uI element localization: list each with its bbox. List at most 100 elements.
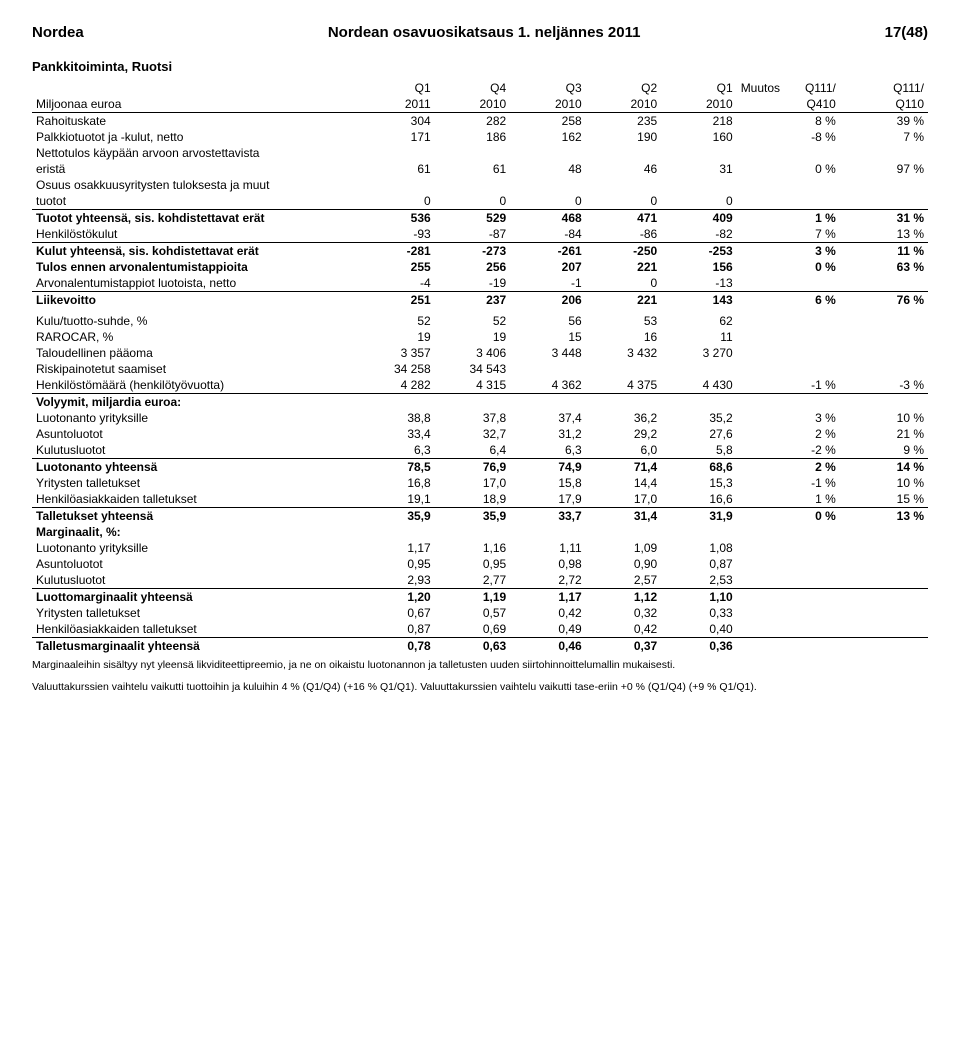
cell-value: -250: [586, 243, 662, 260]
cell-value: 207: [510, 259, 586, 275]
cell-value: 31: [661, 161, 737, 177]
table-header-row-2: Miljoonaa euroa20112010201020102010Q410Q…: [32, 96, 928, 113]
cell-value: 162: [510, 129, 586, 145]
cell-value: 4 375: [586, 377, 662, 394]
cell-change: [752, 145, 840, 161]
cell-value: 29,2: [586, 426, 662, 442]
cell-value: 2,53: [661, 572, 737, 589]
cell-value: 15,3: [661, 475, 737, 491]
table-row: Volyymit, miljardia euroa:: [32, 394, 928, 411]
cell-change: [752, 572, 840, 589]
cell-value: [435, 394, 511, 411]
cell-value: 0,69: [435, 621, 511, 638]
table-row: Asuntoluotot33,432,731,229,227,62 %21 %: [32, 426, 928, 442]
cell-value: 15,8: [510, 475, 586, 491]
cell-value: [510, 361, 586, 377]
table-row: eristä61614846310 %97 %: [32, 161, 928, 177]
cell-change: 0 %: [752, 161, 840, 177]
cell-change: 10 %: [840, 475, 928, 491]
cell-change: [752, 329, 840, 345]
cell-value: 68,6: [661, 459, 737, 476]
col-header-chg2: Q410: [752, 96, 840, 113]
cell-value: 17,0: [586, 491, 662, 508]
cell-value: 160: [661, 129, 737, 145]
cell-value: [510, 177, 586, 193]
cell-value: 6,3: [510, 442, 586, 459]
cell-value: 61: [359, 161, 435, 177]
table-row: Yritysten talletukset16,817,015,814,415,…: [32, 475, 928, 491]
cell-value: 48: [510, 161, 586, 177]
cell-change: -2 %: [752, 442, 840, 459]
cell-value: [661, 524, 737, 540]
header-center: Nordean osavuosikatsaus 1. neljännes 201…: [328, 24, 641, 41]
cell-value: 17,9: [510, 491, 586, 508]
cell-change: 39 %: [840, 113, 928, 130]
cell-change: [840, 556, 928, 572]
cell-change: -1 %: [752, 377, 840, 394]
cell-change: 14 %: [840, 459, 928, 476]
cell-change: 1 %: [752, 210, 840, 227]
cell-value: [586, 394, 662, 411]
cell-value: 0,49: [510, 621, 586, 638]
row-label: Volyymit, miljardia euroa:: [32, 394, 359, 411]
cell-value: 186: [435, 129, 511, 145]
cell-value: 19,1: [359, 491, 435, 508]
section-title: Pankkitoiminta, Ruotsi: [32, 59, 928, 74]
row-label: Yritysten talletukset: [32, 605, 359, 621]
cell-change: 3 %: [752, 410, 840, 426]
cell-value: 1,08: [661, 540, 737, 556]
col-header-year: 2010: [586, 96, 662, 113]
cell-value: 282: [435, 113, 511, 130]
cell-value: 4 315: [435, 377, 511, 394]
cell-value: [510, 394, 586, 411]
unit-label: Miljoonaa euroa: [32, 96, 359, 113]
cell-value: 31,4: [586, 508, 662, 525]
table-row: Arvonalentumistappiot luotoista, netto-4…: [32, 275, 928, 292]
cell-value: 0,67: [359, 605, 435, 621]
cell-value: [359, 177, 435, 193]
col-header-q: Q3: [510, 80, 586, 96]
row-label: Tulos ennen arvonalentumistappioita: [32, 259, 359, 275]
cell-change: [752, 589, 840, 606]
cell-value: 221: [586, 259, 662, 275]
cell-value: 6,4: [435, 442, 511, 459]
cell-value: 17,0: [435, 475, 511, 491]
cell-value: 0,78: [359, 638, 435, 655]
table-row: Tuotot yhteensä, sis. kohdistettavat erä…: [32, 210, 928, 227]
cell-value: -261: [510, 243, 586, 260]
cell-change: 2 %: [752, 426, 840, 442]
cell-value: [510, 145, 586, 161]
cell-change: 6 %: [752, 292, 840, 309]
cell-change: 7 %: [752, 226, 840, 243]
row-label: Luotonanto yrityksille: [32, 540, 359, 556]
cell-value: -253: [661, 243, 737, 260]
cell-value: 6,3: [359, 442, 435, 459]
cell-change: 31 %: [840, 210, 928, 227]
cell-value: 0,42: [510, 605, 586, 621]
cell-change: [840, 275, 928, 292]
cell-change: [752, 275, 840, 292]
cell-value: 31,9: [661, 508, 737, 525]
cell-value: 37,4: [510, 410, 586, 426]
cell-value: 0,37: [586, 638, 662, 655]
cell-value: 304: [359, 113, 435, 130]
row-label: Kulutusluotot: [32, 572, 359, 589]
cell-value: 0,63: [435, 638, 511, 655]
table-row: Nettotulos käypään arvoon arvostettavist…: [32, 145, 928, 161]
cell-change: 8 %: [752, 113, 840, 130]
cell-change: [752, 394, 840, 411]
cell-value: 2,72: [510, 572, 586, 589]
table-header-row-1: Q1Q4Q3Q2Q1MuutosQ111/Q111/: [32, 80, 928, 96]
cell-change: [752, 308, 840, 329]
row-label: Henkilöasiakkaiden talletukset: [32, 621, 359, 638]
cell-value: 468: [510, 210, 586, 227]
row-label: Luottomarginaalit yhteensä: [32, 589, 359, 606]
cell-value: 3 406: [435, 345, 511, 361]
cell-value: 2,57: [586, 572, 662, 589]
cell-value: 46: [586, 161, 662, 177]
table-row: Luotonanto yrityksille38,837,837,436,235…: [32, 410, 928, 426]
cell-value: -4: [359, 275, 435, 292]
cell-value: 235: [586, 113, 662, 130]
row-label: Yritysten talletukset: [32, 475, 359, 491]
cell-value: -273: [435, 243, 511, 260]
